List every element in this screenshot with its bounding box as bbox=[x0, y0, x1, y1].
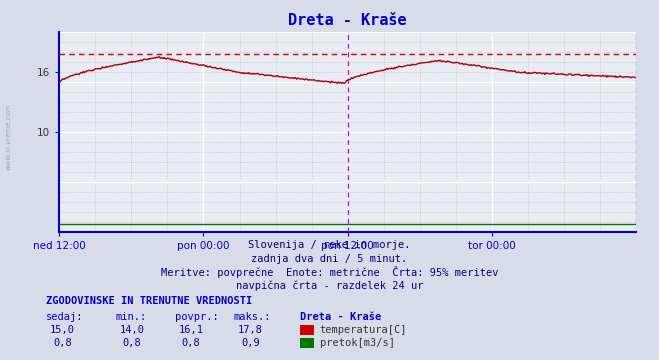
Text: www.si-vreme.com: www.si-vreme.com bbox=[5, 103, 11, 170]
Text: Meritve: povprečne  Enote: metrične  Črta: 95% meritev: Meritve: povprečne Enote: metrične Črta:… bbox=[161, 266, 498, 278]
Text: sedaj:: sedaj: bbox=[46, 312, 84, 322]
Text: 14,0: 14,0 bbox=[119, 325, 144, 335]
Text: Dreta - Kraše: Dreta - Kraše bbox=[300, 312, 381, 322]
Text: min.:: min.: bbox=[115, 312, 146, 322]
Text: navpična črta - razdelek 24 ur: navpična črta - razdelek 24 ur bbox=[236, 281, 423, 292]
Text: Slovenija / reke in morje.: Slovenija / reke in morje. bbox=[248, 240, 411, 251]
Text: maks.:: maks.: bbox=[234, 312, 272, 322]
Text: pretok[m3/s]: pretok[m3/s] bbox=[320, 338, 395, 348]
Text: 0,9: 0,9 bbox=[241, 338, 260, 348]
Text: 0,8: 0,8 bbox=[53, 338, 72, 348]
Text: 0,8: 0,8 bbox=[182, 338, 200, 348]
Text: temperatura[C]: temperatura[C] bbox=[320, 325, 407, 335]
Text: zadnja dva dni / 5 minut.: zadnja dva dni / 5 minut. bbox=[251, 254, 408, 264]
Text: 16,1: 16,1 bbox=[179, 325, 204, 335]
Text: povpr.:: povpr.: bbox=[175, 312, 218, 322]
Text: 0,8: 0,8 bbox=[123, 338, 141, 348]
Text: ZGODOVINSKE IN TRENUTNE VREDNOSTI: ZGODOVINSKE IN TRENUTNE VREDNOSTI bbox=[46, 296, 252, 306]
Text: 17,8: 17,8 bbox=[238, 325, 263, 335]
Title: Dreta - Kraše: Dreta - Kraše bbox=[288, 13, 407, 28]
Text: 15,0: 15,0 bbox=[50, 325, 75, 335]
